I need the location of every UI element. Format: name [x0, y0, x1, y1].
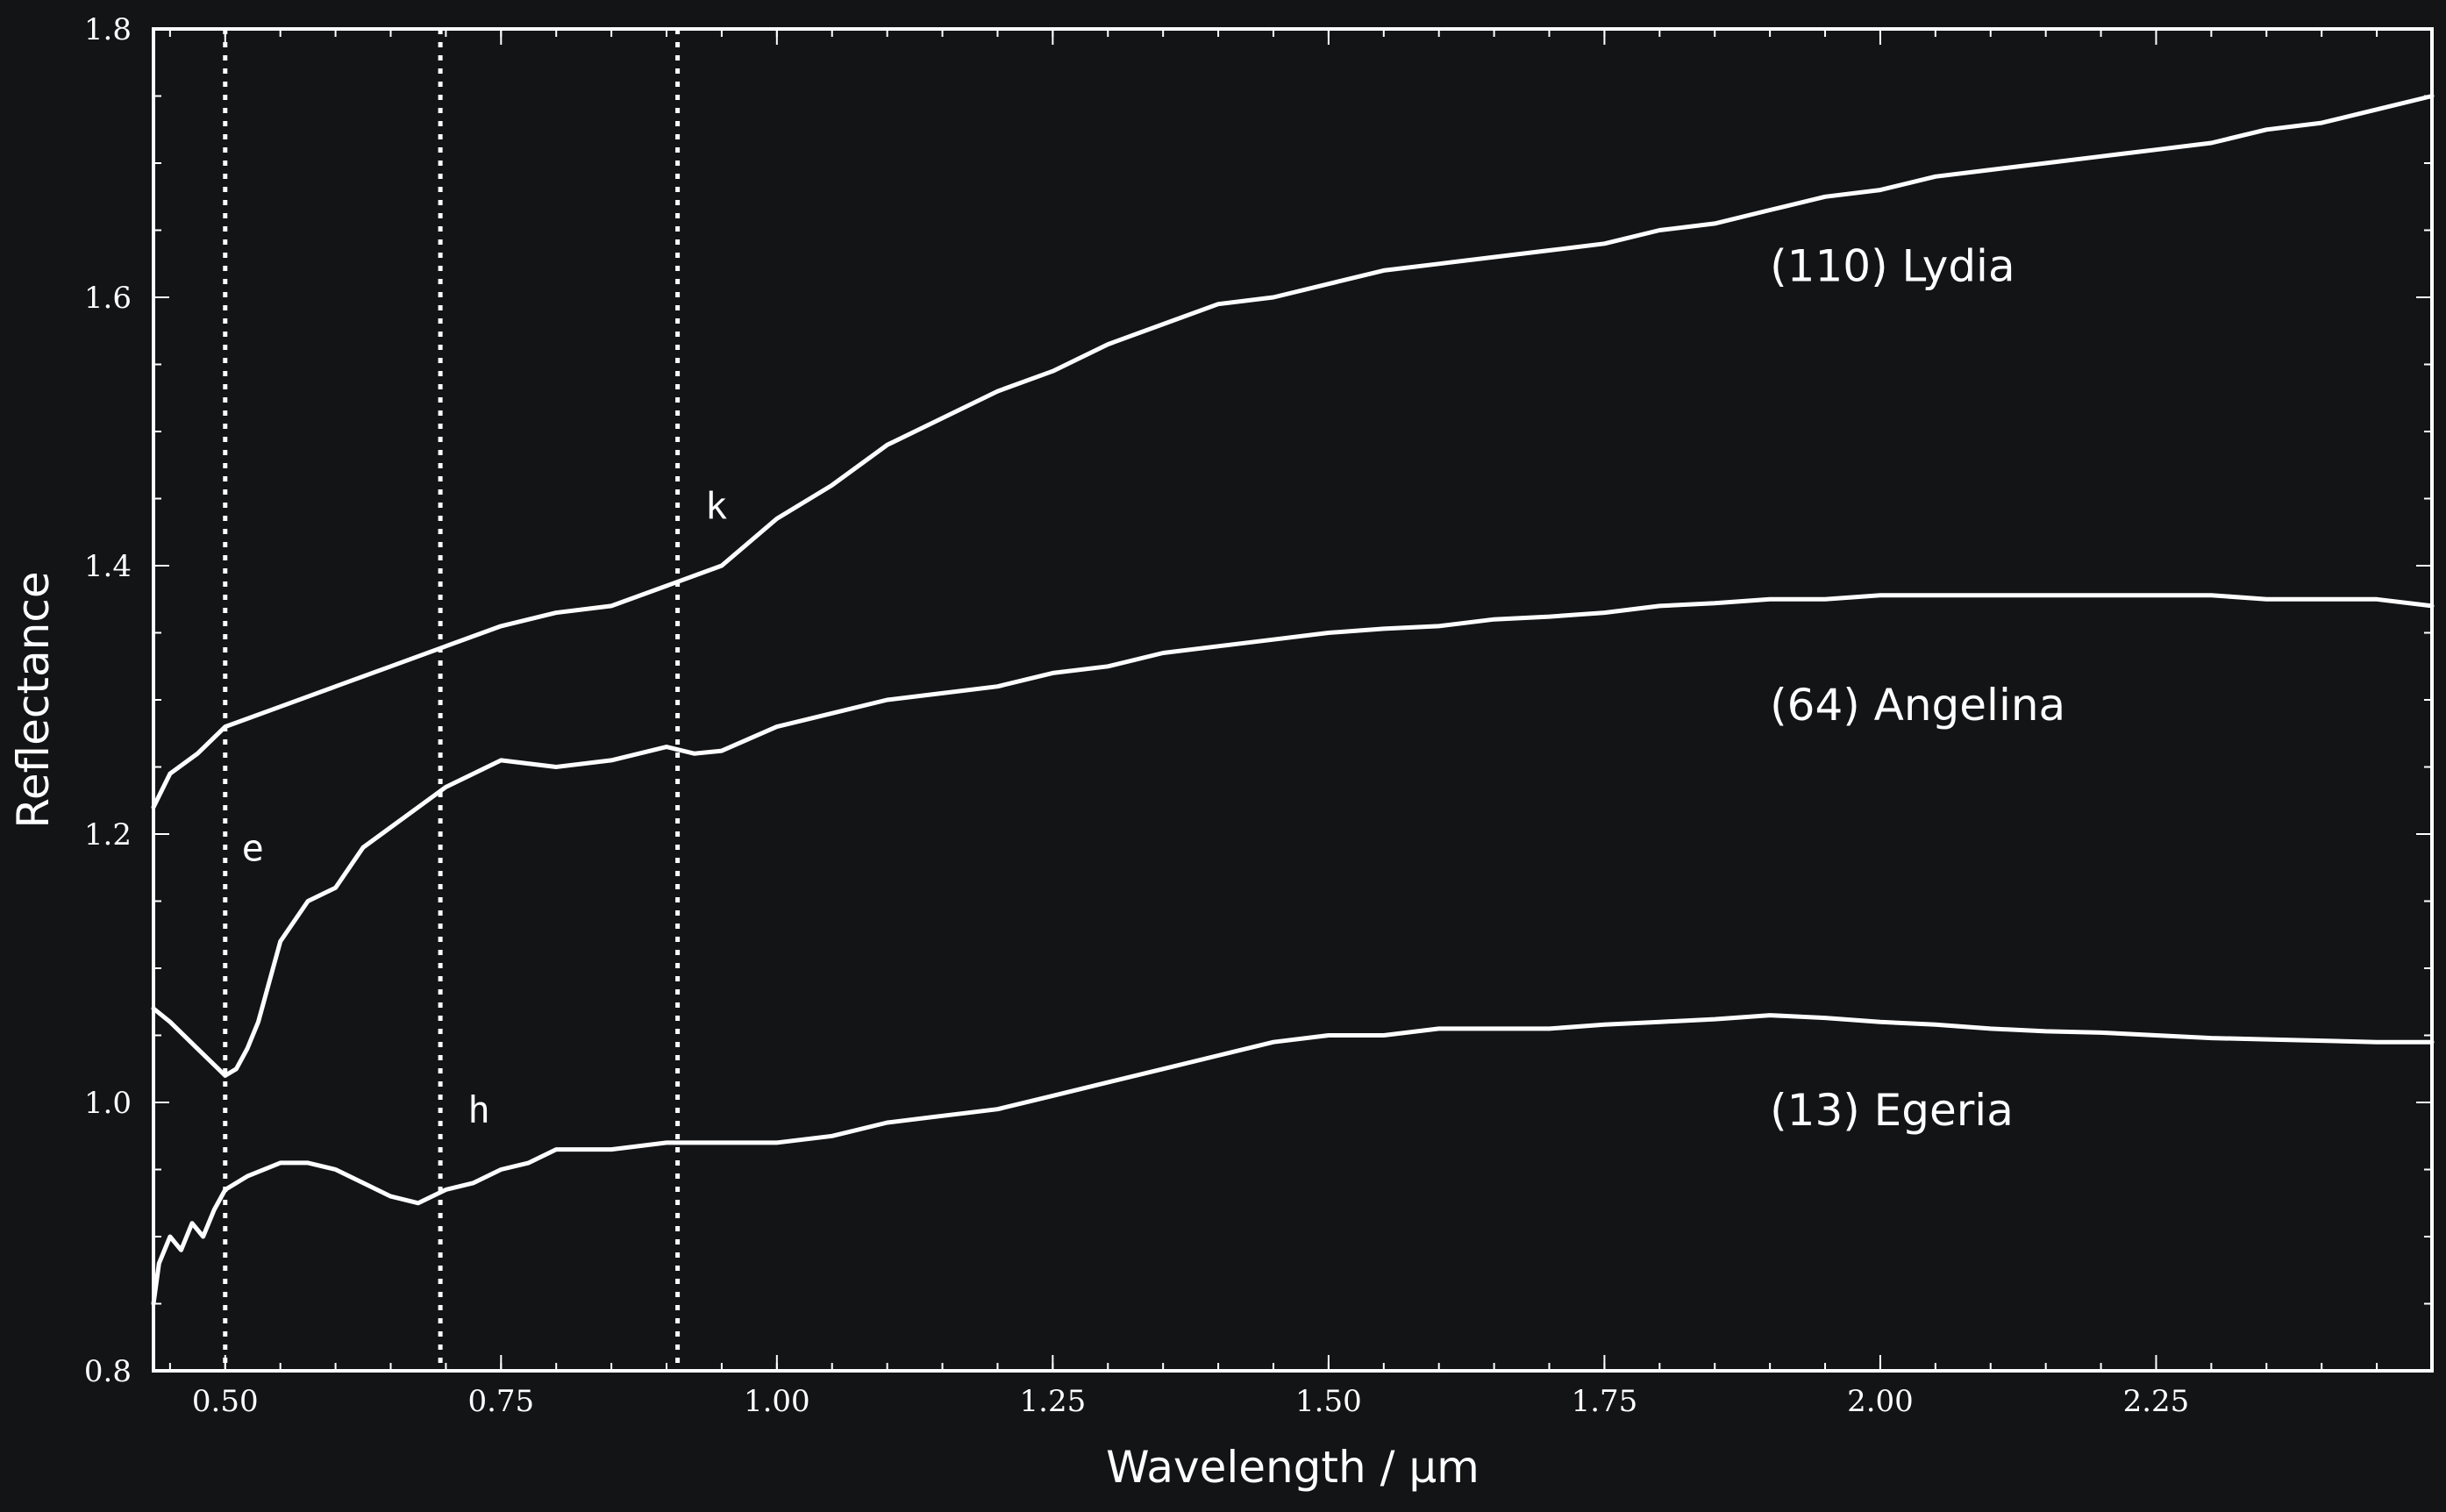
vertical-marker-lines	[223, 29, 681, 1371]
x-tick-label: 1.25	[1020, 1384, 1087, 1419]
x-tick-label: 2.00	[1847, 1384, 1914, 1419]
marker-label-e: e	[242, 827, 264, 870]
x-tick-label: 1.75	[1572, 1384, 1638, 1419]
spectra-series	[151, 94, 2435, 1306]
marker-label-k: k	[705, 484, 727, 527]
x-tick-label: 0.50	[192, 1384, 259, 1419]
x-tick-label: 1.00	[744, 1384, 810, 1419]
series-label-2: (13) Egeria	[1770, 1085, 2014, 1136]
y-tick-label: 0.8	[84, 1354, 132, 1389]
marker-label-h: h	[468, 1088, 490, 1131]
y-axis-label: Reflectance	[8, 571, 59, 828]
series-line-0	[151, 94, 2435, 809]
x-tick-label: 1.50	[1295, 1384, 1362, 1419]
x-axis-label: Wavelength / μm	[1106, 1442, 1480, 1493]
y-tick-label: 1.6	[84, 281, 132, 316]
axis-ticks: 0.50 0.75 1.00 1.25 1.50 1.75 2.00 2.25 0.8 1.0 1.…	[84, 12, 2433, 1419]
series-line-1	[151, 593, 2435, 1078]
series-label-1: (64) Angelina	[1770, 680, 2065, 731]
x-tick-label: 0.75	[467, 1384, 534, 1419]
y-tick-label: 1.4	[84, 549, 132, 584]
series-label-0: (110) Lydia	[1770, 241, 2015, 292]
text-labels: e h k (110) Lydia (64) Angelina (13) Egeria	[242, 241, 2066, 1136]
y-tick-label: 1.0	[84, 1086, 132, 1121]
y-tick-label: 1.8	[84, 12, 132, 47]
y-tick-label: 1.2	[84, 817, 132, 852]
x-tick-label: 2.25	[2123, 1384, 2190, 1419]
series-line-2	[151, 1013, 2435, 1306]
plot-frame	[152, 27, 2434, 1373]
